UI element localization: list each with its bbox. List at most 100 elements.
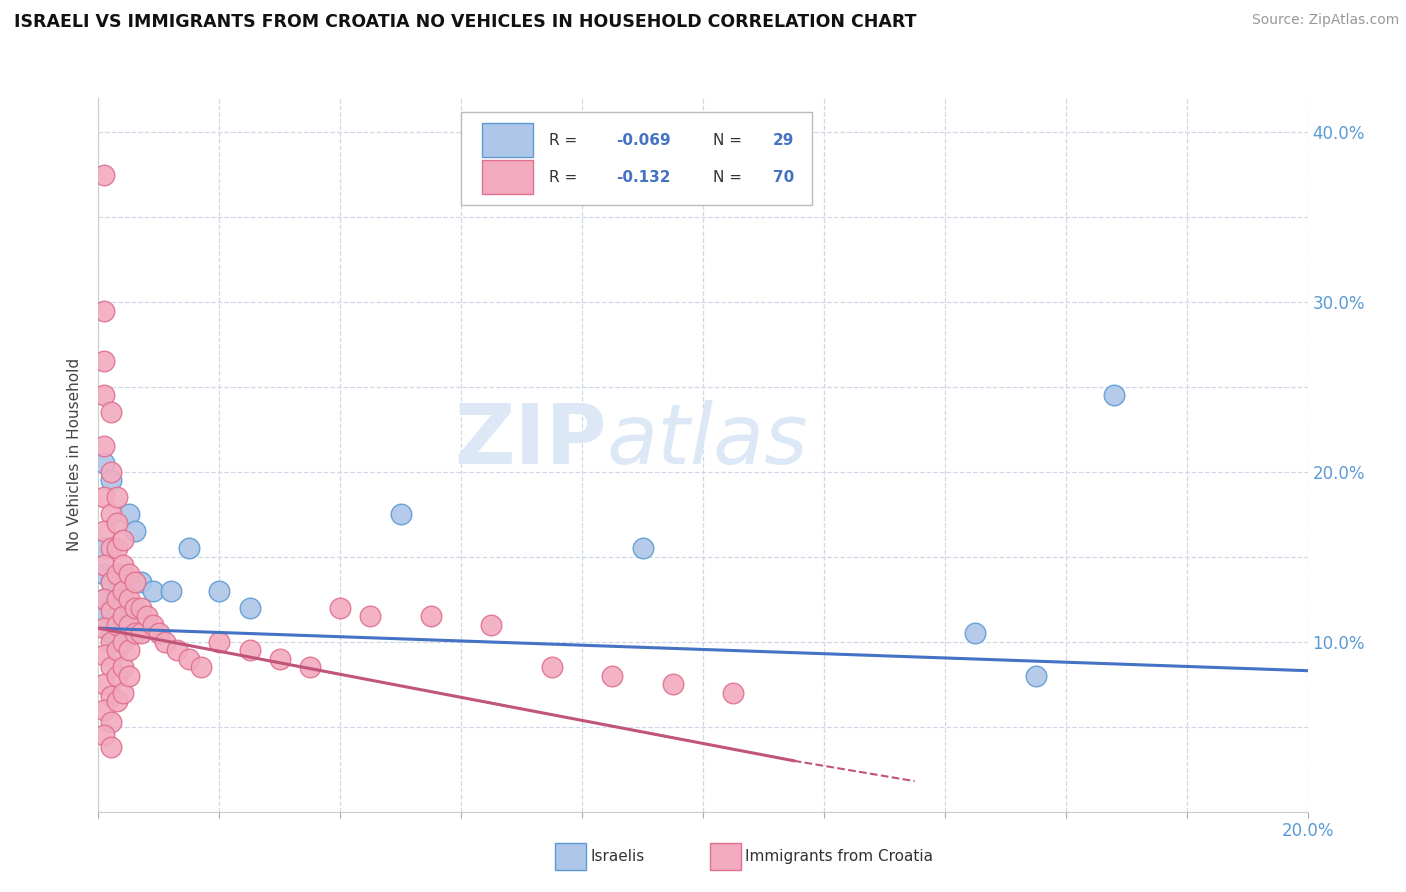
Point	[100, 541, 122, 556]
Point	[105, 566, 128, 581]
Point	[118, 508, 141, 522]
Point	[1102, 388, 1125, 402]
Text: R =: R =	[550, 133, 578, 148]
Point	[105, 635, 128, 649]
Text: N =: N =	[713, 133, 742, 148]
Point	[93, 728, 115, 742]
Point	[118, 643, 141, 657]
Point	[602, 669, 624, 683]
Point	[360, 609, 382, 624]
Point	[93, 592, 115, 607]
Point	[153, 635, 176, 649]
Point	[105, 583, 128, 598]
Point	[100, 714, 122, 729]
Point	[111, 592, 134, 607]
Point	[93, 541, 115, 556]
Point	[93, 648, 115, 663]
Text: 70: 70	[773, 169, 794, 185]
Point	[105, 516, 128, 530]
Point	[111, 686, 134, 700]
Point	[100, 660, 122, 674]
Point	[1024, 669, 1046, 683]
Text: ZIP: ZIP	[454, 401, 606, 481]
Point	[269, 652, 291, 666]
Point	[100, 508, 122, 522]
Point	[118, 669, 141, 683]
Point	[129, 626, 152, 640]
Point	[100, 604, 122, 618]
Point	[100, 575, 122, 590]
Point	[93, 354, 115, 368]
Point	[239, 600, 262, 615]
Point	[420, 609, 443, 624]
Text: atlas: atlas	[606, 401, 808, 481]
Y-axis label: No Vehicles in Household: No Vehicles in Household	[67, 359, 83, 551]
Point	[111, 558, 134, 573]
Point	[239, 643, 262, 657]
Point	[105, 592, 128, 607]
Point	[100, 740, 122, 755]
Text: -0.132: -0.132	[616, 169, 671, 185]
Point	[142, 583, 165, 598]
Point	[124, 524, 146, 539]
Point	[105, 617, 128, 632]
Point	[93, 439, 115, 453]
Point	[965, 626, 987, 640]
Point	[124, 626, 146, 640]
Point	[208, 635, 231, 649]
Point	[160, 583, 183, 598]
Point	[166, 643, 188, 657]
Point	[100, 474, 122, 488]
Point	[93, 703, 115, 717]
Point	[723, 686, 745, 700]
Point	[111, 609, 134, 624]
Point	[100, 609, 122, 624]
Point	[111, 609, 134, 624]
Point	[100, 635, 122, 649]
Bar	[482, 123, 533, 157]
Point	[100, 405, 122, 419]
Point	[105, 609, 128, 624]
Point	[105, 491, 128, 505]
Point	[208, 583, 231, 598]
Point	[329, 600, 352, 615]
Point	[105, 669, 128, 683]
Point	[135, 609, 157, 624]
Point	[142, 617, 165, 632]
Point	[118, 566, 141, 581]
Point	[129, 575, 152, 590]
Point	[148, 626, 170, 640]
Point	[93, 677, 115, 691]
Point	[100, 626, 122, 640]
Point	[179, 541, 201, 556]
Point	[111, 583, 134, 598]
Point	[93, 609, 115, 624]
Point	[93, 457, 115, 471]
Point	[299, 660, 322, 674]
Point	[118, 592, 141, 607]
Point	[124, 575, 146, 590]
Point	[540, 660, 562, 674]
Text: -0.069: -0.069	[616, 133, 671, 148]
Text: Israelis: Israelis	[591, 849, 645, 863]
Point	[129, 600, 152, 615]
Point	[93, 303, 115, 318]
Point	[631, 541, 654, 556]
Point	[111, 660, 134, 674]
Point	[111, 626, 134, 640]
Point	[93, 491, 115, 505]
Point	[105, 541, 128, 556]
Point	[105, 643, 128, 657]
Point	[389, 508, 412, 522]
Point	[100, 689, 122, 703]
Text: R =: R =	[550, 169, 578, 185]
Point	[93, 388, 115, 402]
Point	[100, 465, 122, 479]
Text: ISRAELI VS IMMIGRANTS FROM CROATIA NO VEHICLES IN HOUSEHOLD CORRELATION CHART: ISRAELI VS IMMIGRANTS FROM CROATIA NO VE…	[14, 13, 917, 31]
FancyBboxPatch shape	[461, 112, 811, 205]
Point	[124, 600, 146, 615]
Point	[100, 575, 122, 590]
Point	[118, 617, 141, 632]
Point	[105, 694, 128, 708]
Bar	[482, 161, 533, 194]
